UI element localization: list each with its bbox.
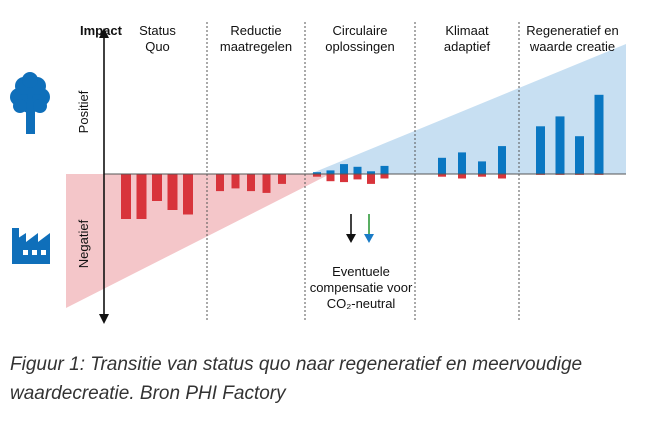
positive-bar bbox=[478, 161, 486, 174]
tree-icon bbox=[10, 72, 50, 134]
negative-label: Negatief bbox=[76, 219, 91, 268]
axis-arrow-down bbox=[99, 314, 109, 324]
negative-bar bbox=[231, 174, 240, 189]
negative-bar bbox=[458, 174, 466, 179]
impact-axis bbox=[99, 28, 109, 324]
phase-label-3-line-1: Circulaire bbox=[333, 23, 388, 38]
phase-label-4-line-2: adaptief bbox=[444, 39, 491, 54]
negative-bar bbox=[326, 174, 335, 182]
bars-group bbox=[121, 94, 604, 219]
compensation-line-1: Eventuele bbox=[332, 264, 390, 279]
negative-bar bbox=[216, 174, 224, 192]
positive-label: Positief bbox=[76, 90, 91, 133]
phase-label-5-line-2: waarde creatie bbox=[529, 39, 615, 54]
negative-bar bbox=[167, 174, 178, 210]
negative-bar bbox=[183, 174, 193, 215]
phase-label-1-line-1: Status bbox=[139, 23, 176, 38]
negative-bar bbox=[380, 174, 389, 179]
phase-dividers bbox=[206, 22, 520, 322]
factory-icon bbox=[12, 228, 50, 264]
positive-bar bbox=[575, 136, 584, 174]
negative-bar bbox=[247, 174, 255, 192]
negative-bar bbox=[340, 174, 348, 183]
positive-bar bbox=[340, 164, 348, 174]
negative-bar bbox=[313, 174, 321, 177]
positive-bar bbox=[555, 116, 565, 174]
compensation-line-3: CO₂-neutral bbox=[327, 296, 396, 311]
axis-arrow-up bbox=[99, 28, 109, 38]
positive-bar bbox=[367, 171, 375, 174]
impact-label: Impact bbox=[80, 23, 123, 38]
positive-bar bbox=[594, 94, 604, 174]
negative-bar bbox=[353, 174, 362, 180]
positive-bar bbox=[438, 157, 446, 174]
positive-bar bbox=[353, 166, 362, 174]
positive-bar bbox=[313, 172, 321, 174]
positive-bar bbox=[458, 152, 466, 174]
negative-bar bbox=[278, 174, 286, 184]
positive-bar bbox=[498, 146, 506, 174]
phase-label-3-line-2: oplossingen bbox=[325, 39, 394, 54]
phase-label-2-line-1: Reductie bbox=[230, 23, 281, 38]
caption-line-1: Figuur 1: Transitie van status quo naar … bbox=[10, 354, 583, 375]
negative-bar bbox=[121, 174, 131, 219]
phase-label-2-line-2: maatregelen bbox=[220, 39, 292, 54]
compensation-line-2: compensatie voor bbox=[310, 280, 413, 295]
negative-bar bbox=[367, 174, 375, 184]
negative-bar bbox=[152, 174, 162, 201]
positive-bar bbox=[326, 170, 335, 174]
negative-bar bbox=[136, 174, 147, 219]
phase-label-5-line-1: Regeneratief en bbox=[526, 23, 619, 38]
phase-label-1-line-2: Quo bbox=[145, 39, 170, 54]
negative-bar bbox=[262, 174, 271, 193]
negative-bar bbox=[478, 174, 486, 177]
positive-bar bbox=[380, 165, 389, 174]
phase-label-4-line-1: Klimaat bbox=[445, 23, 489, 38]
positive-impact-area bbox=[310, 44, 626, 174]
down-arrows bbox=[346, 214, 374, 243]
figure-caption: Figuur 1: Transitie van status quo naar … bbox=[10, 350, 640, 408]
negative-bar bbox=[498, 174, 506, 179]
negative-impact-area bbox=[66, 174, 330, 308]
caption-line-2: waardecreatie. Bron PHI Factory bbox=[10, 383, 286, 404]
negative-bar bbox=[438, 174, 446, 177]
positive-bar bbox=[536, 126, 545, 174]
